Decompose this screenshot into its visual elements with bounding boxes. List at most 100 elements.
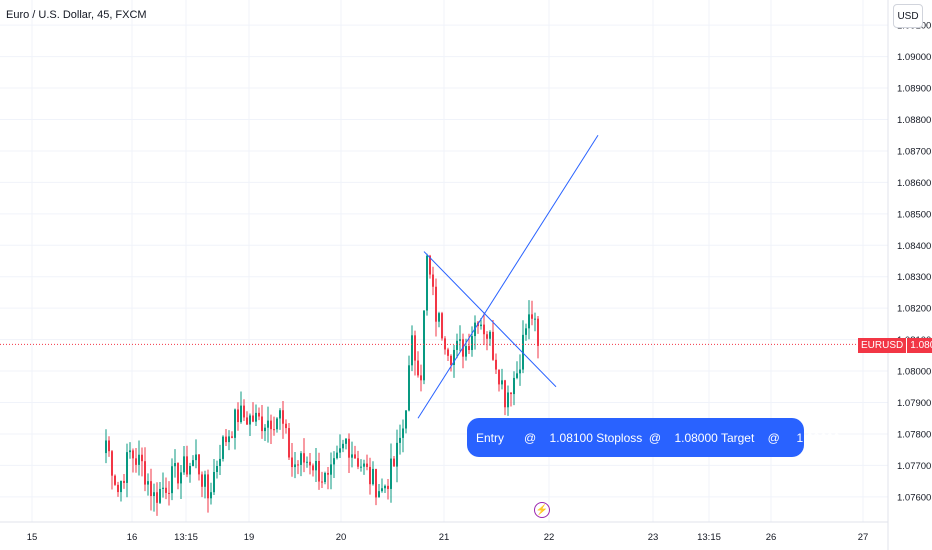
candle-body [465, 346, 467, 357]
candle-body [138, 454, 140, 465]
candle-body [426, 255, 428, 311]
candle-body [492, 331, 494, 360]
candle-body [537, 318, 539, 346]
candle-body [144, 461, 146, 485]
candle-body [183, 456, 185, 473]
candle-body [354, 454, 356, 459]
y-tick-label: 1.07600 [897, 492, 931, 503]
candle-body [441, 313, 443, 339]
candle-body [438, 313, 440, 322]
candle-body [273, 429, 275, 431]
candle-body [357, 458, 359, 467]
candle-body [174, 463, 176, 467]
candle-body [189, 465, 191, 475]
y-tick-label: 1.07700 [897, 461, 931, 472]
y-tick-label: 1.08000 [897, 367, 931, 378]
candle-body [159, 488, 161, 503]
candle-body [333, 458, 335, 465]
trendline [423, 251, 557, 388]
y-tick-label: 1.08300 [897, 272, 931, 283]
candle-body [225, 436, 227, 443]
candle-body [207, 474, 209, 499]
candle-body [501, 380, 503, 385]
candle-body [195, 454, 197, 461]
candle-body [318, 460, 320, 482]
y-tick-label: 1.08200 [897, 304, 931, 315]
candle-body [186, 456, 188, 475]
candle-body [504, 380, 506, 408]
candle-body [342, 443, 344, 449]
y-tick-label: 1.08900 [897, 84, 931, 95]
candle-body [213, 472, 215, 493]
candle-body [405, 410, 407, 429]
candle-body [534, 318, 536, 320]
candle-body [516, 373, 518, 378]
x-tick-label: 15 [27, 532, 38, 543]
candle-body [468, 346, 470, 351]
candle-body [219, 458, 221, 467]
last-price-label: EURUSD 1.08085 [858, 338, 932, 353]
candle-body [522, 334, 524, 370]
lightning-icon[interactable]: ⚡ [534, 502, 550, 518]
trade-annotation[interactable]: Entry @ 1.08100 Stoploss @ 1.08000 Targe… [467, 418, 840, 457]
candle-body [483, 324, 485, 335]
candle-body [216, 466, 218, 473]
candle-body [375, 468, 377, 498]
candle-body [270, 420, 272, 430]
candle-body [321, 481, 323, 483]
candle-body [279, 410, 281, 419]
currency-button[interactable]: USD [893, 4, 923, 28]
candle-body [432, 274, 434, 287]
candle-body [165, 487, 167, 493]
candle-body [420, 375, 422, 381]
candle-body [291, 457, 293, 468]
candle-body [459, 339, 461, 341]
candle-body [180, 472, 182, 484]
candle-body [390, 458, 392, 489]
candle-body [498, 369, 500, 385]
candle-body [381, 488, 383, 492]
candle-body [513, 377, 515, 395]
candle-body [120, 480, 122, 493]
candle-body [171, 466, 173, 494]
candle-body [141, 454, 143, 462]
candle-body [429, 255, 431, 275]
y-tick-label: 1.08700 [897, 146, 931, 157]
candle-body [423, 310, 425, 381]
candle-body [147, 481, 149, 485]
candle-body [351, 454, 353, 458]
candle-body [411, 335, 413, 366]
candle-body [447, 349, 449, 356]
candle-body [384, 485, 386, 489]
candle-body [267, 420, 269, 428]
candle-body [111, 451, 113, 476]
candle-body [261, 416, 263, 432]
y-tick-label: 1.08800 [897, 115, 931, 126]
candle-body [495, 359, 497, 370]
candle-body [153, 492, 155, 497]
x-tick-label: 20 [336, 532, 347, 543]
x-tick-label: 19 [244, 532, 255, 543]
candle-body [168, 492, 170, 494]
candle-body [414, 335, 416, 361]
candle-body [300, 453, 302, 465]
candle-body [486, 334, 488, 339]
candle-body [249, 415, 251, 425]
x-tick-label: 26 [766, 532, 777, 543]
candle-body [525, 328, 527, 335]
candle-body [123, 480, 125, 483]
candle-body [363, 463, 365, 467]
candle-body [150, 481, 152, 497]
candle-body [507, 392, 509, 408]
candle-body [366, 463, 368, 467]
candle-body [303, 453, 305, 463]
candle-body [198, 454, 200, 475]
candle-body [114, 475, 116, 485]
y-tick-label: 1.07900 [897, 398, 931, 409]
x-tick-label: 13:15 [697, 532, 721, 543]
candle-body [345, 438, 347, 444]
candle-body [453, 349, 455, 365]
candle-body [105, 440, 107, 454]
candle-body [129, 450, 131, 453]
